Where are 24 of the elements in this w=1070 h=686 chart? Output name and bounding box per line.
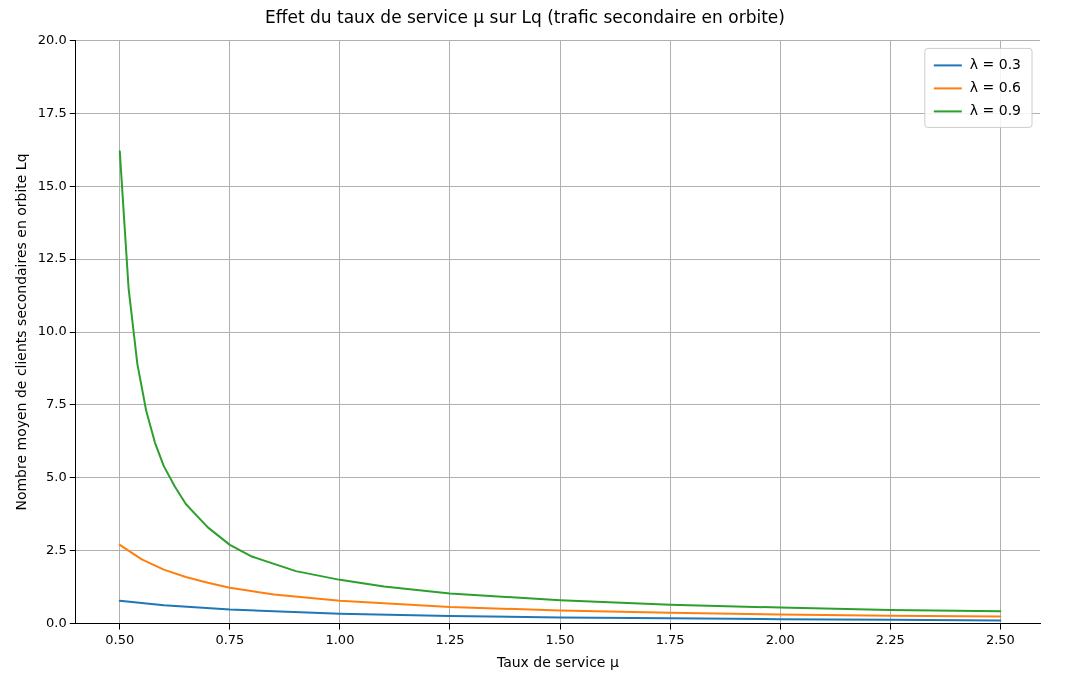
x-tick-label: 0.50 [105,631,135,647]
legend-label: λ = 0.6 [969,79,1022,96]
x-tick-label: 2.25 [875,631,905,647]
legend-label: λ = 0.3 [969,56,1022,73]
x-tick-label: 2.00 [765,631,795,647]
y-tick-label: 20.0 [37,31,67,47]
y-tick-label: 12.5 [37,250,67,266]
legend-label: λ = 0.9 [969,102,1022,119]
y-tick-label: 2.5 [46,542,67,558]
y-tick-label: 17.5 [37,104,67,120]
x-axis-title: Taux de service μ [495,654,619,671]
y-axis-title: Nombre moyen de clients secondaires en orbite Lq [13,153,30,511]
y-tick-label: 0.0 [46,614,67,630]
y-tick-label: 7.5 [46,396,67,412]
y-tick-label: 15.0 [37,177,67,193]
x-tick-label: 2.50 [985,631,1015,647]
y-tick-label: 5.0 [46,469,67,485]
x-tick-label: 1.75 [655,631,685,647]
x-tick-label: 1.25 [435,631,465,647]
x-tick-label: 1.50 [545,631,575,647]
y-tick-label: 10.0 [37,323,67,339]
x-tick-label: 0.75 [215,631,245,647]
chart-title: Effet du taux de service μ sur Lq (trafic secondaire en orbite) [265,6,785,27]
x-tick-label: 1.00 [325,631,355,647]
